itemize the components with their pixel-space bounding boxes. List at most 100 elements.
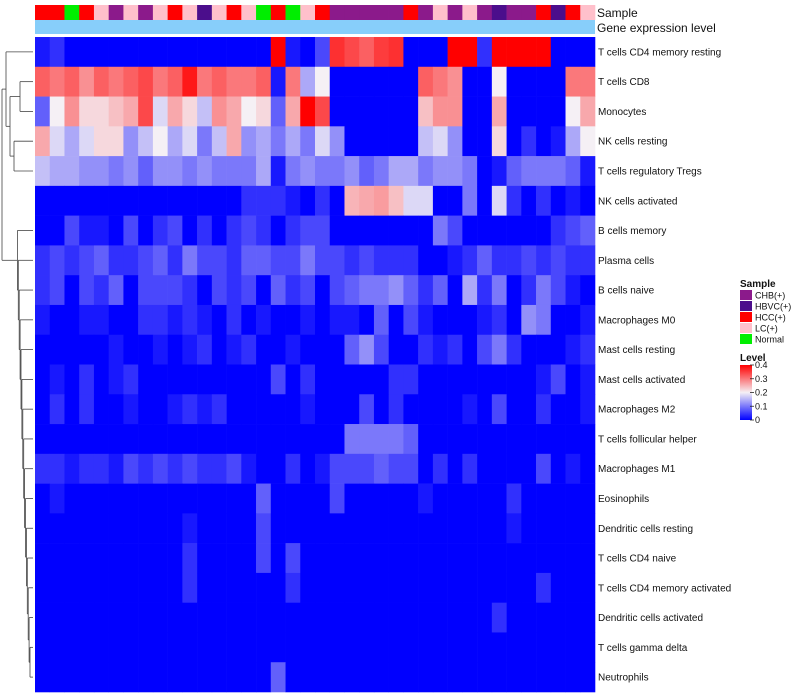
heatmap-cells	[35, 37, 596, 693]
heatmap-cell	[565, 304, 581, 336]
heatmap-cell	[491, 215, 507, 246]
heatmap-cell	[138, 662, 154, 693]
heatmap-cell	[432, 156, 448, 187]
heatmap-cell	[329, 483, 345, 514]
heatmap-cell	[138, 275, 154, 306]
heatmap-cell	[79, 543, 95, 574]
heatmap-cell	[315, 394, 331, 425]
heatmap-cell	[373, 453, 389, 484]
heatmap-cell	[300, 96, 316, 127]
sample-annotation-cell	[167, 5, 183, 20]
heatmap-cell	[447, 185, 463, 216]
heatmap-cell	[241, 572, 257, 603]
heatmap-cell	[506, 543, 522, 574]
row-label: Plasma cells	[598, 256, 654, 267]
heatmap-cell	[580, 513, 596, 544]
row-label: Dendritic cells resting	[598, 524, 693, 535]
heatmap-cell	[418, 662, 434, 693]
heatmap-cell	[241, 394, 257, 425]
heatmap-cell	[93, 304, 109, 336]
heatmap-cell	[270, 334, 286, 365]
heatmap-cell	[108, 543, 124, 574]
heatmap-cell	[93, 513, 109, 544]
heatmap-cell	[300, 334, 316, 365]
heatmap-cell	[182, 126, 198, 157]
heatmap-cell	[49, 304, 65, 336]
sample-annotation-cell	[285, 5, 301, 20]
heatmap-cell	[506, 37, 522, 68]
heatmap-cell	[152, 334, 168, 365]
heatmap-cell	[285, 543, 301, 574]
heatmap-cell	[506, 185, 522, 216]
heatmap-cell	[300, 37, 316, 68]
heatmap-cell	[93, 543, 109, 574]
level-tick-labels: 0.4 0.3 0.2 0.1 0	[750, 360, 768, 425]
heatmap-cell	[123, 304, 139, 336]
heatmap-cell	[373, 156, 389, 187]
heatmap-cell	[93, 334, 109, 365]
heatmap-cell	[49, 245, 65, 276]
heatmap-cell	[300, 424, 316, 455]
heatmap-cell	[491, 126, 507, 157]
sample-legend-items: CHB(+)HBVC(+)HCC(+)LC(+)Normal	[740, 290, 791, 345]
heatmap-cell	[506, 66, 522, 97]
heatmap-cell	[403, 126, 419, 157]
heatmap-cell	[270, 483, 286, 514]
heatmap-cell	[64, 483, 80, 514]
heatmap-cell	[550, 543, 566, 574]
heatmap-cell	[580, 632, 596, 663]
heatmap-cell	[388, 215, 404, 246]
heatmap-cell	[64, 602, 80, 633]
heatmap-cell	[506, 304, 522, 336]
heatmap-cell	[152, 37, 168, 68]
heatmap-cell	[241, 245, 257, 276]
heatmap-cell	[315, 662, 331, 693]
row-label: B cells naive	[598, 286, 655, 297]
heatmap-cell	[565, 632, 581, 663]
heatmap-cell	[329, 245, 345, 276]
heatmap-cell	[462, 185, 478, 216]
heatmap-cell	[462, 126, 478, 157]
heatmap-cell	[477, 662, 493, 693]
heatmap-cell	[300, 364, 316, 395]
heatmap-cell	[462, 543, 478, 574]
sample-legend-swatch	[740, 334, 752, 344]
heatmap-cell	[329, 37, 345, 68]
heatmap-cell	[536, 424, 552, 455]
heatmap-cell	[403, 66, 419, 97]
heatmap-cell	[315, 66, 331, 97]
heatmap-cell	[550, 394, 566, 425]
heatmap-cell	[550, 156, 566, 187]
heatmap-cell	[536, 572, 552, 603]
heatmap-cell	[197, 632, 213, 663]
heatmap-cell	[447, 602, 463, 633]
heatmap-cell	[329, 96, 345, 127]
heatmap-cell	[550, 215, 566, 246]
heatmap-cell	[329, 543, 345, 574]
sample-annotation-cell	[462, 5, 478, 20]
heatmap-cell	[491, 156, 507, 187]
heatmap-cell	[373, 37, 389, 68]
heatmap-cell	[359, 156, 375, 187]
heatmap-cell	[152, 513, 168, 544]
heatmap-cell	[580, 424, 596, 455]
heatmap-cell	[270, 37, 286, 68]
heatmap-cell	[315, 96, 331, 127]
heatmap-cell	[418, 245, 434, 276]
heatmap-cell	[550, 304, 566, 336]
row-label: Macrophages M1	[598, 464, 676, 475]
heatmap-cell	[447, 215, 463, 246]
row-label: T cells follicular helper	[598, 434, 697, 445]
row-dendrogram	[1, 51, 33, 678]
heatmap-cell	[167, 66, 183, 97]
heatmap-cell	[491, 543, 507, 574]
sample-annotation-cell	[79, 5, 95, 20]
heatmap-cell	[197, 602, 213, 633]
heatmap-cell	[447, 394, 463, 425]
heatmap-cell	[477, 632, 493, 663]
heatmap-cell	[462, 572, 478, 603]
heatmap-cell	[447, 66, 463, 97]
heatmap-cell	[79, 632, 95, 663]
row-label: Mast cells activated	[598, 375, 685, 386]
heatmap-cell	[256, 215, 272, 246]
